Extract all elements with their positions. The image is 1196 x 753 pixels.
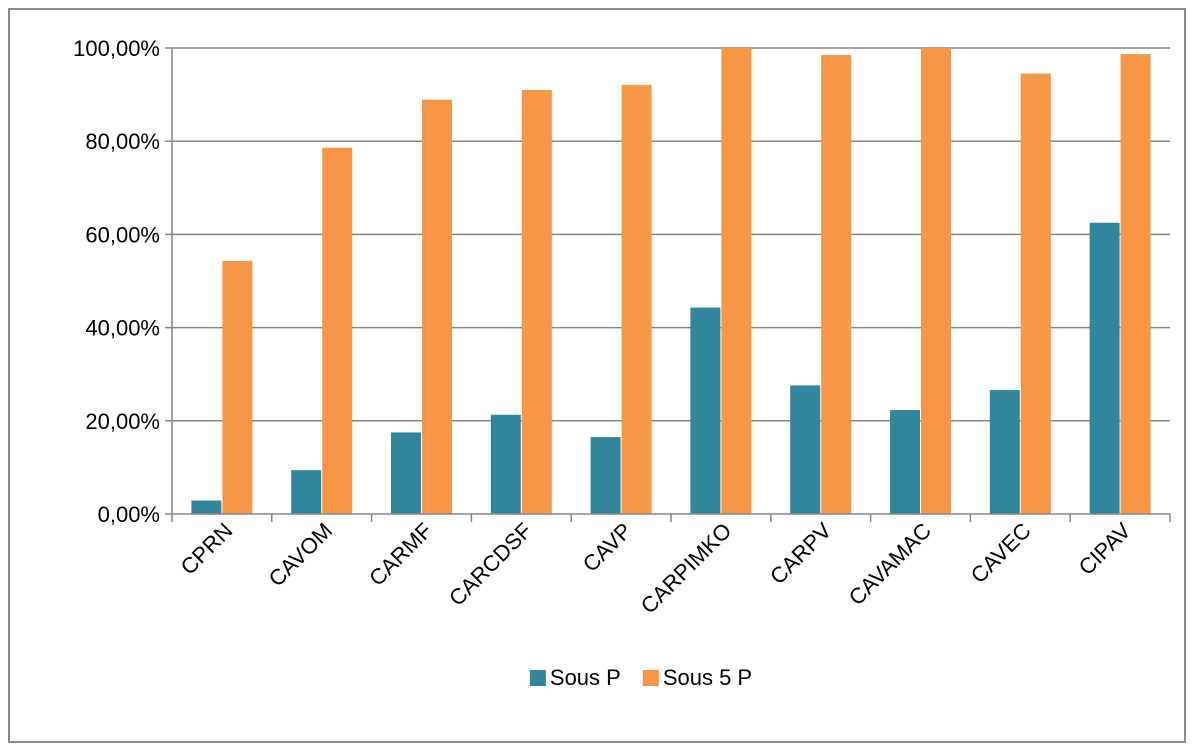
bar-sous-p	[690, 307, 721, 514]
bar-sous-5-p	[422, 99, 452, 514]
y-tick-label: 100,00%	[73, 36, 160, 61]
x-tick-label: CARCDSF	[444, 518, 537, 611]
x-tick-label: CAVAMAC	[844, 518, 936, 610]
bar-sous-5-p	[921, 48, 951, 514]
y-tick-label: 40,00%	[85, 316, 160, 341]
bar-sous-5-p	[1020, 73, 1051, 514]
x-tick-labels: CPRN CAVOM CARMF CARCDSF CAVP CARPIMKO CARPV CA…	[176, 518, 1136, 619]
y-tick-label: 20,00%	[85, 409, 160, 434]
bar-sous-p	[291, 470, 322, 514]
bar-sous-5-p	[322, 147, 353, 514]
bar-sous-p	[191, 500, 222, 514]
bar-sous-p	[790, 385, 821, 514]
legend-swatch	[642, 670, 659, 686]
y-tick-label: 60,00%	[85, 222, 160, 247]
x-tick-label: CARPV	[765, 518, 837, 590]
x-tick-label: CAVOM	[264, 518, 338, 592]
legend-swatch	[529, 670, 546, 686]
axes	[165, 47, 1171, 522]
bar-sous-5-p	[821, 54, 852, 515]
bar-sous-p	[890, 410, 920, 514]
legend-label: Sous P	[550, 665, 621, 690]
legend: Sous P Sous 5 P	[529, 665, 752, 690]
gridlines	[172, 47, 1170, 422]
x-tick-label: CPRN	[176, 518, 238, 580]
bars	[191, 48, 1151, 515]
bar-sous-5-p	[521, 89, 552, 514]
x-tick-label: CAVP	[578, 518, 637, 577]
bar-sous-p	[989, 390, 1020, 514]
bar-sous-p	[1089, 222, 1120, 514]
chart-frame	[8, 8, 1186, 743]
x-tick-label: CARPIMKO	[636, 518, 737, 619]
x-tick-label: CAVEC	[966, 518, 1036, 588]
bar-sous-5-p	[621, 84, 652, 515]
bar-sous-p	[391, 432, 421, 514]
y-tick-label: 80,00%	[85, 129, 160, 154]
bar-sous-5-p	[222, 260, 253, 514]
bar-sous-5-p	[721, 48, 752, 514]
y-tick-labels: 0,00% 20,00% 40,00% 60,00% 80,00% 100,00%	[73, 36, 160, 527]
y-tick-label: 0,00%	[98, 502, 160, 527]
x-tick-label: CARMF	[364, 518, 437, 591]
bar-sous-p	[490, 414, 521, 514]
bar-sous-5-p	[1120, 54, 1151, 515]
legend-label: Sous 5 P	[663, 665, 752, 690]
x-tick-label: CIPAV	[1074, 518, 1136, 580]
bar-sous-p	[590, 437, 621, 514]
